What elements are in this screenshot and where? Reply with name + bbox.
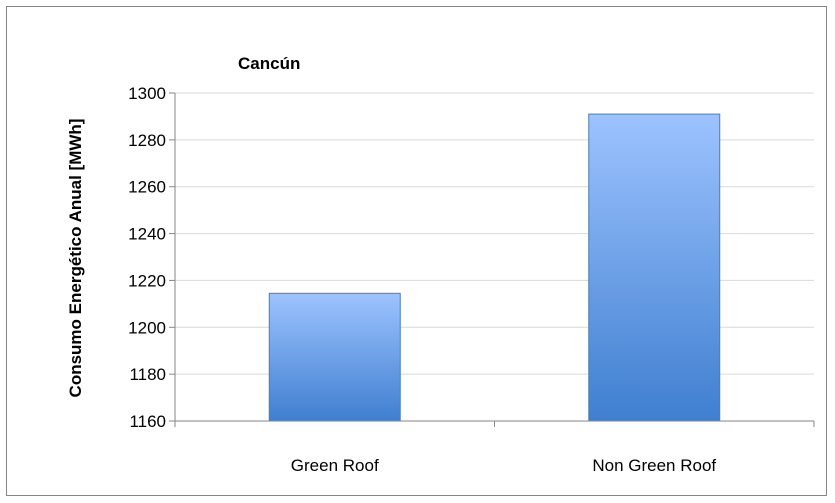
y-tick-label: 1220 (128, 271, 166, 290)
labels: 1160 1180 1200 1220 1240 1260 1280 1300 Green Ro… (128, 84, 716, 475)
bars (268, 113, 721, 422)
axes (169, 92, 815, 427)
y-axis-label: Consumo Energético Anual [MWh] (66, 119, 85, 398)
y-tick-label: 1180 (129, 365, 166, 384)
y-tick-label: 1160 (129, 412, 166, 431)
y-tick-label: 1260 (128, 178, 166, 197)
bar-green-roof (268, 292, 401, 422)
y-tick-label: 1240 (128, 225, 166, 244)
y-tick-label: 1200 (128, 318, 166, 337)
chart-title: Cancún (238, 54, 300, 73)
x-tick-label: Non Green Roof (592, 456, 716, 475)
y-tick-label: 1280 (128, 131, 166, 150)
x-tick-label: Green Roof (291, 456, 379, 475)
y-tick-label: 1300 (128, 84, 166, 103)
bar-non-green-roof (588, 113, 721, 422)
